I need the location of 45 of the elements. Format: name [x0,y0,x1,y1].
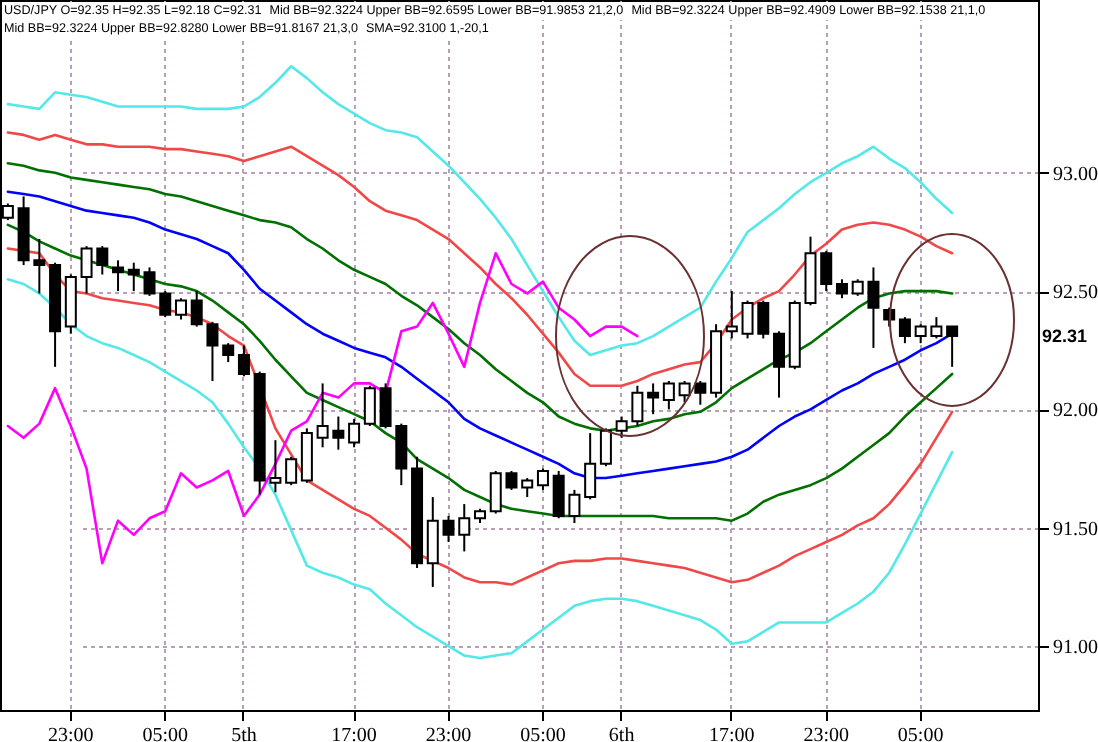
text: 92.31 [1042,326,1088,347]
candlestick [237,344,250,378]
x-tick-label: 17:00 [331,725,377,742]
x-tick-label: 05:00 [520,725,566,742]
candlestick [835,278,848,300]
line-series [6,131,954,388]
y-tick-label: 91.00 [1053,637,1098,660]
candlestick [222,342,235,364]
candlestick [946,325,959,368]
candlestick [127,261,140,293]
x-tick-label: 5th [231,725,257,742]
candlestick [300,427,313,484]
candlestick [536,467,549,491]
x-tick-label: 23:00 [803,725,850,742]
candlestick [599,427,612,468]
line-series [6,223,954,522]
line-series [6,277,954,660]
candlestick [584,432,597,501]
candlestick [426,496,439,588]
x-tick-label: 23:00 [48,725,94,742]
y-tick-label: 92.00 [1053,400,1098,423]
line-series [6,162,954,433]
candlestick [662,380,675,411]
candlestick [348,417,361,449]
candlestick [647,382,660,416]
x-tick-label: 05:00 [142,725,189,742]
candlestick [898,316,911,345]
candlestick [363,384,376,427]
candlestick [285,455,298,487]
y-tick-label: 92.50 [1053,282,1098,305]
x-tick-label: 6th [608,725,635,742]
y-tick-label: 93.00 [1053,163,1098,186]
candlestick [174,297,187,321]
candlestick [773,330,786,399]
x-tick-label: 05:00 [897,725,944,742]
candlestick [820,249,833,293]
candlestick [725,290,738,340]
x-tick-label: 17:00 [709,725,755,742]
y-tick-label: 91.50 [1053,518,1098,541]
line-series [6,64,954,357]
candlestick [521,477,534,498]
candlestick [112,259,125,293]
x-tick-label: 23:00 [425,725,472,742]
line-series [6,251,639,565]
line-series [6,247,954,586]
